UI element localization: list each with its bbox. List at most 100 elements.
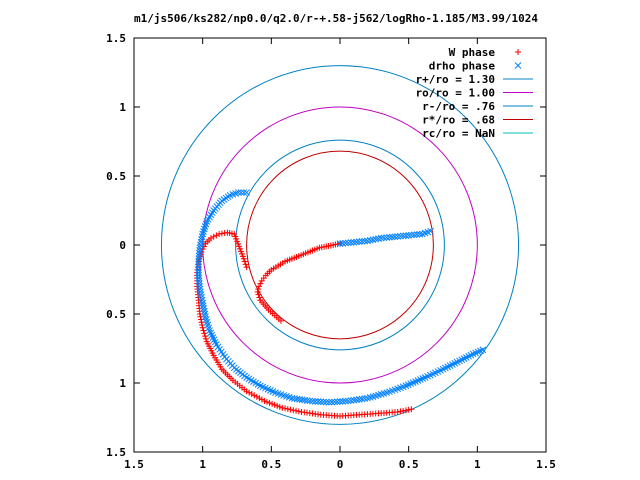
x-tick-label-6: 1.5: [536, 458, 556, 471]
drho-phase-point-18: [386, 233, 393, 241]
w-phase-point-142: [251, 392, 258, 399]
drho-phase-point-70: [195, 260, 202, 268]
drho-phase-point-76: [195, 277, 203, 285]
drho-phase-point-27: [410, 231, 418, 239]
w-phase-point-73: [216, 230, 223, 237]
legend-label-0: W phase: [449, 46, 496, 59]
drho-phase-point-73: [195, 269, 202, 276]
drho-phase-point-77: [196, 280, 203, 287]
x-tick-label-4: 0.5: [399, 458, 419, 471]
drho-phase-point-4: [347, 239, 355, 246]
w-phase-point-35: [258, 277, 265, 284]
w-phase-point-79: [202, 240, 209, 247]
legend-label-2: r+/ro = 1.30: [416, 73, 495, 86]
drho-phase-point-69: [195, 258, 202, 265]
drho-phase-point-9: [361, 237, 369, 245]
drho-phase-point-141: [306, 397, 314, 405]
drho-phase-point-71: [195, 263, 202, 271]
drho-phase-point-2: [342, 239, 349, 247]
w-phase-point-38: [255, 286, 262, 293]
drho-phase-point-29: [416, 230, 424, 238]
chart-title: m1/js506/ks282/np0.0/q2.0/r-+.58-j562/lo…: [134, 12, 538, 25]
drho-phase-point-155: [344, 397, 352, 405]
drho-phase-point-25: [405, 231, 413, 239]
w-phase-point-153: [279, 404, 286, 411]
legend-label-3: ro/ro = 1.00: [416, 87, 495, 100]
y-tick-label-1: 1: [119, 377, 126, 390]
x-tick-label-2: 0.5: [261, 458, 281, 471]
drho-phase-point-22: [397, 232, 404, 240]
legend-label-1: drho phase: [429, 60, 496, 73]
w-phase-point-55: [242, 261, 249, 268]
w-phase-point-156: [287, 406, 294, 413]
drho-phase-point-74: [195, 272, 202, 279]
legend-label-6: rc/ro = NaN: [422, 127, 495, 140]
drho-phase-point-64: [196, 244, 204, 252]
drho-phase-point-17: [383, 234, 391, 241]
drho-phase-point-21: [394, 233, 402, 240]
w-phase-point-149: [269, 400, 276, 407]
w-phase-point-197: [400, 407, 407, 414]
w-phase-point-139: [243, 388, 250, 395]
w-phase-point-141: [248, 391, 255, 398]
w-phase-point-200: [408, 406, 415, 413]
w-phase-point-155: [284, 406, 291, 413]
w-phase-point-196: [397, 408, 404, 415]
legend-swatch-0: [515, 49, 521, 55]
drho-phase-point-34: [243, 189, 250, 196]
drho-phase-point-78: [196, 283, 203, 290]
w-phase-point-148: [266, 399, 273, 406]
w-phase-point-145: [258, 396, 265, 403]
y-tick-label-3: 0: [119, 239, 126, 252]
drho-phase-point-157: [350, 396, 358, 404]
w-phase-point-36: [257, 280, 264, 287]
drho-phase-point-160: [358, 395, 366, 403]
drho-phase-point-65: [196, 247, 203, 254]
circle-0: [160, 65, 520, 425]
data-series: [194, 189, 487, 420]
w-phase-point-37: [255, 283, 262, 290]
w-phase-point-152: [276, 403, 283, 410]
axis-ticks: 1.5 1 0.5 0 0.5 1 1.51.510.500.511.5: [106, 32, 556, 471]
drho-phase-point-151: [333, 398, 341, 406]
drho-phase-point-23: [399, 232, 407, 240]
w-phase-point-157: [290, 407, 297, 414]
w-phase-point-40: [255, 291, 262, 298]
drho-phase-point-150: [331, 398, 338, 406]
w-phase-point-158: [293, 407, 300, 414]
circle-3: [246, 150, 434, 340]
drho-phase-point-0: [336, 240, 344, 247]
w-phase-point-144: [256, 395, 263, 402]
w-phase-point-54: [243, 264, 250, 271]
drho-phase-point-159: [355, 396, 363, 403]
circle-2: [235, 139, 445, 351]
drho-phase-point-6: [353, 238, 360, 246]
x-tick-label-3: 0: [337, 458, 344, 471]
w-phase-point-151: [274, 402, 281, 409]
y-tick-label-0: 1.5: [106, 446, 126, 459]
drho-phase-point-67: [195, 252, 203, 260]
w-phase-point-159: [295, 408, 302, 415]
w-phase-point-146: [261, 397, 268, 404]
drho-phase-point-72: [195, 266, 202, 274]
w-phase-point-113: [202, 333, 209, 340]
drho-phase-point-26: [408, 231, 415, 239]
legend-label-4: r-/ro = .76: [422, 100, 495, 113]
drho-phase-point-161: [361, 395, 369, 402]
w-phase-point-75: [210, 233, 217, 240]
w-phase-point-150: [271, 401, 278, 408]
drho-phase-point-33: [427, 227, 434, 235]
y-tick-label-2: 0.5: [106, 308, 126, 321]
w-phase-point-143: [253, 393, 260, 400]
drho-phase-point-5: [350, 238, 358, 246]
w-phase-point-114: [202, 335, 209, 342]
drho-phase-point-142: [309, 397, 316, 405]
drho-phase-point-7: [355, 238, 363, 246]
drho-phase-point-36: [237, 189, 245, 196]
w-phase-point-195: [394, 408, 401, 415]
w-phase-point-199: [405, 406, 412, 413]
drho-phase-point-35: [240, 189, 248, 196]
drho-phase-point-145: [317, 398, 325, 406]
w-phase-point-198: [402, 407, 409, 414]
drho-phase-point-20: [391, 233, 399, 241]
